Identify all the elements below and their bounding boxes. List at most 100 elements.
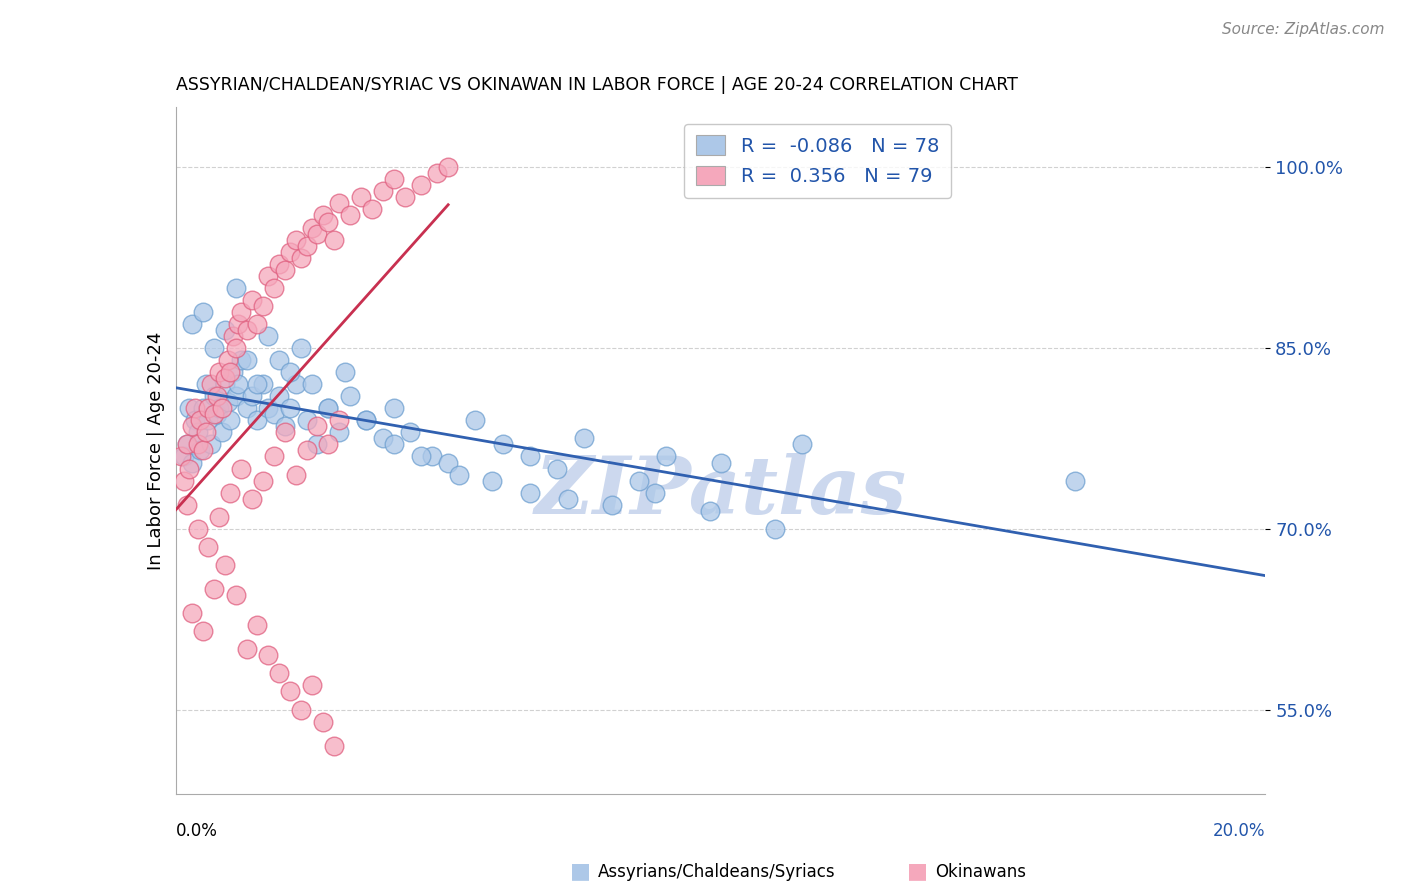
Point	[214, 323, 236, 337]
Point	[394, 190, 416, 204]
Point	[519, 485, 541, 500]
Point	[356, 413, 378, 427]
Point	[188, 443, 211, 458]
Point	[312, 714, 335, 729]
Point	[191, 305, 214, 319]
Point	[219, 413, 242, 427]
Point	[170, 450, 193, 464]
Point	[328, 196, 350, 211]
Y-axis label: In Labor Force | Age 20-24: In Labor Force | Age 20-24	[146, 331, 165, 570]
Point	[217, 395, 239, 409]
Point	[328, 425, 350, 440]
Point	[246, 618, 269, 632]
Text: 0.0%: 0.0%	[176, 822, 218, 839]
Point	[409, 178, 432, 193]
Point	[219, 365, 242, 379]
Point	[257, 268, 280, 283]
Point	[240, 491, 263, 506]
Point	[307, 419, 329, 434]
Point	[278, 684, 301, 698]
Point	[214, 377, 236, 392]
Point	[519, 450, 541, 464]
Point	[228, 377, 250, 392]
Text: ■: ■	[569, 862, 591, 881]
Point	[181, 606, 204, 620]
Point	[655, 450, 678, 464]
Text: 20.0%: 20.0%	[1213, 822, 1265, 839]
Point	[240, 293, 263, 307]
Point	[339, 389, 361, 403]
Point	[278, 244, 301, 259]
Point	[219, 485, 242, 500]
Point	[557, 491, 579, 506]
Point	[225, 341, 247, 355]
Point	[252, 474, 274, 488]
Point	[449, 467, 471, 482]
Point	[278, 401, 301, 416]
Point	[274, 262, 297, 277]
Point	[399, 425, 422, 440]
Point	[269, 389, 291, 403]
Point	[235, 323, 257, 337]
Point	[382, 401, 405, 416]
Point	[382, 437, 405, 451]
Point	[208, 509, 231, 524]
Point	[350, 190, 373, 204]
Point	[202, 407, 225, 421]
Point	[228, 317, 250, 331]
Point	[763, 522, 786, 536]
Point	[179, 461, 201, 475]
Point	[191, 401, 214, 416]
Point	[371, 431, 394, 445]
Point	[295, 443, 318, 458]
Point	[257, 401, 280, 416]
Point	[284, 377, 307, 392]
Point	[181, 317, 204, 331]
Point	[197, 401, 219, 416]
Point	[246, 413, 269, 427]
Point	[246, 317, 269, 331]
Point	[202, 389, 225, 403]
Point	[371, 185, 394, 199]
Point	[263, 407, 285, 421]
Point	[269, 666, 291, 681]
Point	[222, 329, 245, 343]
Point	[600, 498, 623, 512]
Point	[269, 353, 291, 368]
Point	[235, 642, 257, 657]
Text: ■: ■	[907, 862, 928, 881]
Point	[202, 582, 225, 596]
Point	[231, 353, 253, 368]
Point	[263, 281, 285, 295]
Point	[644, 485, 666, 500]
Point	[420, 450, 443, 464]
Point	[176, 437, 198, 451]
Point	[290, 251, 312, 265]
Text: Okinawans: Okinawans	[935, 863, 1026, 881]
Point	[184, 413, 207, 427]
Point	[217, 353, 239, 368]
Point	[307, 437, 329, 451]
Point	[214, 558, 236, 572]
Point	[328, 413, 350, 427]
Text: ZIPatlas: ZIPatlas	[534, 453, 907, 531]
Point	[194, 377, 217, 392]
Point	[318, 401, 340, 416]
Point	[627, 474, 650, 488]
Point	[322, 739, 344, 753]
Point	[278, 365, 301, 379]
Point	[322, 233, 344, 247]
Point	[191, 624, 214, 639]
Point	[225, 389, 247, 403]
Point	[792, 437, 814, 451]
Point	[356, 413, 378, 427]
Point	[176, 498, 198, 512]
Point	[284, 467, 307, 482]
Point	[205, 389, 228, 403]
Point	[312, 209, 335, 223]
Point	[188, 413, 211, 427]
Point	[382, 172, 405, 186]
Point	[492, 437, 515, 451]
Point	[186, 522, 209, 536]
Point	[437, 161, 460, 175]
